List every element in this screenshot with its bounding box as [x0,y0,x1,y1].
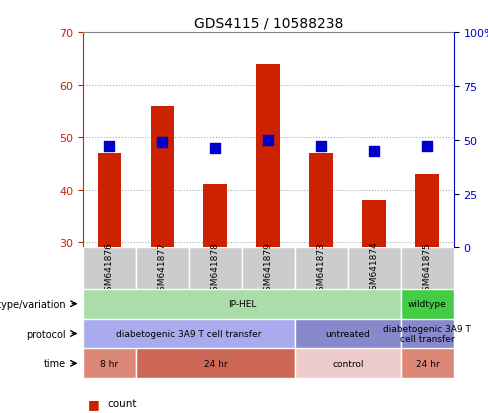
Bar [203,185,227,248]
Bar [83,319,295,349]
Bar [257,64,280,248]
Point [370,148,378,154]
Text: count: count [107,398,137,408]
Text: untreated: untreated [325,329,370,338]
Point [159,139,166,146]
Bar [401,319,454,349]
Bar [98,154,122,248]
Bar [415,174,439,248]
Bar [363,201,386,248]
Text: genotype/variation: genotype/variation [0,299,66,309]
Point [105,144,113,150]
Point [318,144,325,150]
Text: diabetogenic 3A9 T
cell transfer: diabetogenic 3A9 T cell transfer [384,324,471,343]
Bar [150,107,174,248]
Text: 24 hr: 24 hr [416,359,439,368]
Text: wildtype: wildtype [408,299,447,309]
Bar [242,248,295,289]
Bar [136,349,295,378]
Bar [401,289,454,319]
Bar [189,248,242,289]
Text: GSM641879: GSM641879 [264,241,273,296]
Title: GDS4115 / 10588238: GDS4115 / 10588238 [194,17,343,31]
Text: protocol: protocol [26,329,66,339]
Text: time: time [44,358,66,368]
Point [211,146,219,152]
Bar [83,349,136,378]
Text: diabetogenic 3A9 T cell transfer: diabetogenic 3A9 T cell transfer [116,329,262,338]
Bar [295,349,401,378]
Point [424,144,431,150]
Bar [83,289,401,319]
Text: ■: ■ [88,396,100,410]
Text: 8 hr: 8 hr [101,359,119,368]
Text: GSM641876: GSM641876 [105,241,114,296]
Bar [401,349,454,378]
Text: 24 hr: 24 hr [203,359,227,368]
Text: GSM641877: GSM641877 [158,241,167,296]
Bar [309,154,333,248]
Bar [295,248,348,289]
Bar [348,248,401,289]
Text: control: control [332,359,364,368]
Text: GSM641875: GSM641875 [423,241,432,296]
Bar [295,319,401,349]
Text: GSM641873: GSM641873 [317,241,326,296]
Bar [83,248,136,289]
Text: IP-HEL: IP-HEL [228,299,256,309]
Text: GSM641874: GSM641874 [370,241,379,296]
Text: GSM641878: GSM641878 [211,241,220,296]
Bar [401,248,454,289]
Point [264,137,272,144]
Bar [136,248,189,289]
